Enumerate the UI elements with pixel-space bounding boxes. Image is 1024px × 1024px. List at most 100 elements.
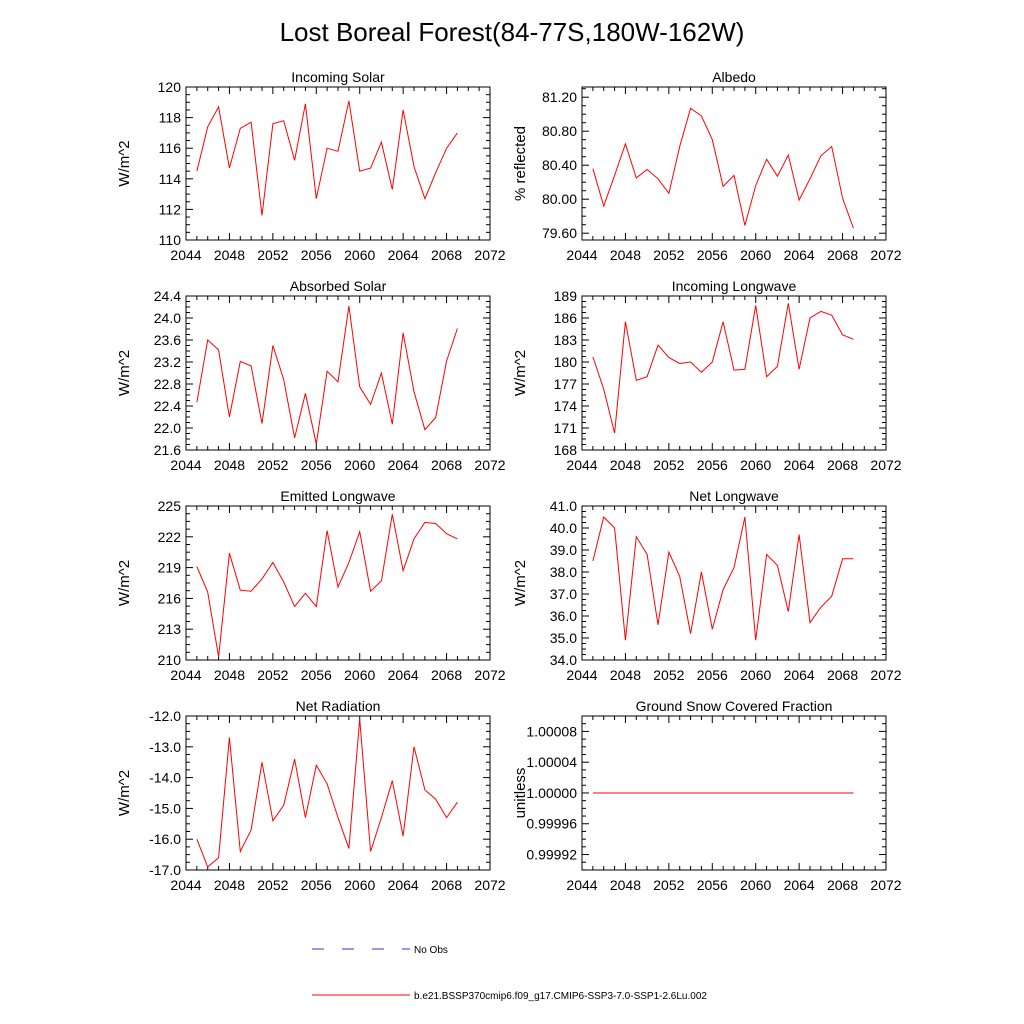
x-tick-label: 2060: [344, 877, 375, 893]
y-tick-label: 118: [159, 110, 182, 126]
y-tick-label: 35.0: [550, 630, 577, 646]
x-tick-label: 2068: [827, 457, 858, 473]
x-tick-label: 2060: [740, 247, 771, 263]
y-tick-label: 213: [158, 621, 182, 637]
y-axis-label: W/m^2: [116, 350, 133, 396]
x-tick-label: 2064: [388, 457, 419, 473]
x-tick-label: 2064: [784, 667, 815, 683]
x-tick-label: 2068: [827, 877, 858, 893]
plot-frame: [581, 86, 887, 241]
y-tick-label: 21.6: [154, 442, 181, 458]
legend: No Obs b.e21.BSSP370cmip6.f09_g17.CMIP6-…: [312, 945, 707, 1002]
x-tick-label: 2044: [170, 457, 201, 473]
panel-4: Emitted Longwave 2044 2048 2052 2056 2060 2064…: [116, 488, 506, 683]
y-tick-label: 22.4: [154, 398, 181, 414]
x-tick-label: 2060: [740, 877, 771, 893]
x-tick-label: 2044: [170, 877, 201, 893]
x-tick-label: 2044: [566, 247, 597, 263]
y-axis-label: % reflected: [512, 126, 529, 201]
panel-0: Incoming Solar 2044 2048 2052 2056 2060 2064 20…: [116, 69, 506, 263]
y-tick-label: 180: [554, 354, 578, 370]
y-axis-label: unitless: [512, 768, 529, 819]
series-line: [592, 516, 854, 641]
x-tick-label: 2060: [344, 667, 375, 683]
x-tick-label: 2060: [344, 457, 375, 473]
panel-6: Net Radiation 2044 2048 2052 2056 2060 2064 206…: [116, 698, 506, 893]
x-tick-label: 2048: [610, 877, 641, 893]
x-tick-label: 2052: [653, 877, 684, 893]
y-tick-label: 186: [554, 310, 578, 326]
y-tick-label: 0.99996: [526, 816, 577, 832]
y-tick-label: 80.80: [542, 123, 577, 139]
panel-1: Albedo 2044 2048 2052 2056 2060 2064 2068 2072 79…: [512, 69, 902, 263]
panel-title: Net Longwave: [689, 488, 779, 504]
panel-title: Incoming Longwave: [672, 278, 797, 294]
series-line: [592, 303, 854, 434]
series-line: [196, 514, 458, 657]
x-tick-label: 2052: [653, 457, 684, 473]
panel-2: Absorbed Solar 2044 2048 2052 2056 2060 2064 20…: [116, 278, 506, 473]
y-tick-label: -17.0: [149, 862, 181, 878]
x-tick-label: 2048: [610, 457, 641, 473]
y-tick-label: 1.00000: [526, 785, 577, 801]
panel-3: Incoming Longwave 2044 2048 2052 2056 2060 206…: [512, 278, 902, 473]
x-tick-label: 2072: [474, 247, 505, 263]
x-tick-label: 2048: [214, 247, 245, 263]
x-tick-label: 2048: [610, 667, 641, 683]
y-tick-label: 210: [158, 652, 182, 668]
y-tick-label: -14.0: [149, 770, 181, 786]
y-tick-label: 23.6: [154, 332, 181, 348]
x-tick-label: 2052: [257, 877, 288, 893]
y-tick-label: 22.8: [154, 376, 181, 392]
y-tick-label: 37.0: [550, 586, 577, 602]
x-tick-label: 2048: [214, 457, 245, 473]
panel-title: Net Radiation: [296, 698, 381, 714]
x-tick-label: 2068: [431, 247, 462, 263]
x-tick-label: 2064: [388, 667, 419, 683]
y-tick-label: 22.0: [154, 420, 181, 436]
x-tick-label: 2060: [740, 457, 771, 473]
x-tick-label: 2052: [653, 247, 684, 263]
x-tick-label: 2068: [827, 247, 858, 263]
x-tick-label: 2064: [388, 247, 419, 263]
y-tick-label: 168: [554, 442, 578, 458]
series-line: [592, 107, 854, 229]
y-tick-label: 116: [159, 140, 182, 156]
x-tick-label: 2068: [827, 667, 858, 683]
x-tick-label: 2056: [697, 457, 728, 473]
legend-label-no-obs: No Obs: [414, 945, 448, 956]
y-tick-label: 79.60: [542, 225, 577, 241]
x-tick-label: 2044: [566, 877, 597, 893]
series-line: [196, 305, 458, 445]
panel-title: Absorbed Solar: [290, 278, 387, 294]
x-tick-label: 2056: [301, 457, 332, 473]
x-tick-label: 2064: [388, 877, 419, 893]
y-axis-label: W/m^2: [116, 140, 133, 186]
legend-label-model: b.e21.BSSP370cmip6.f09_g17.CMIP6-SSP3-7.…: [414, 991, 707, 1002]
y-tick-label: -15.0: [149, 800, 181, 816]
y-tick-label: 36.0: [550, 608, 577, 624]
y-tick-label: 34.0: [550, 652, 577, 668]
x-tick-label: 2044: [170, 667, 201, 683]
x-tick-label: 2072: [474, 457, 505, 473]
y-tick-label: 23.2: [154, 354, 181, 370]
y-tick-label: 1.00004: [526, 754, 577, 770]
y-tick-label: 225: [158, 498, 182, 514]
y-tick-label: 38.0: [550, 564, 577, 580]
y-tick-label: 114: [159, 171, 182, 187]
panel-title: Ground Snow Covered Fraction: [636, 698, 833, 714]
x-tick-label: 2052: [653, 667, 684, 683]
x-tick-label: 2072: [870, 667, 901, 683]
y-tick-label: 80.00: [542, 191, 577, 207]
y-tick-label: 189: [554, 288, 578, 304]
y-tick-label: 81.20: [542, 89, 577, 105]
x-tick-label: 2068: [431, 877, 462, 893]
y-tick-label: -16.0: [149, 831, 181, 847]
x-tick-label: 2052: [257, 457, 288, 473]
y-tick-label: 177: [554, 376, 578, 392]
panel-title: Albedo: [712, 69, 756, 85]
y-tick-label: 171: [554, 420, 578, 436]
y-tick-label: 219: [158, 560, 182, 576]
series-line: [196, 100, 458, 216]
